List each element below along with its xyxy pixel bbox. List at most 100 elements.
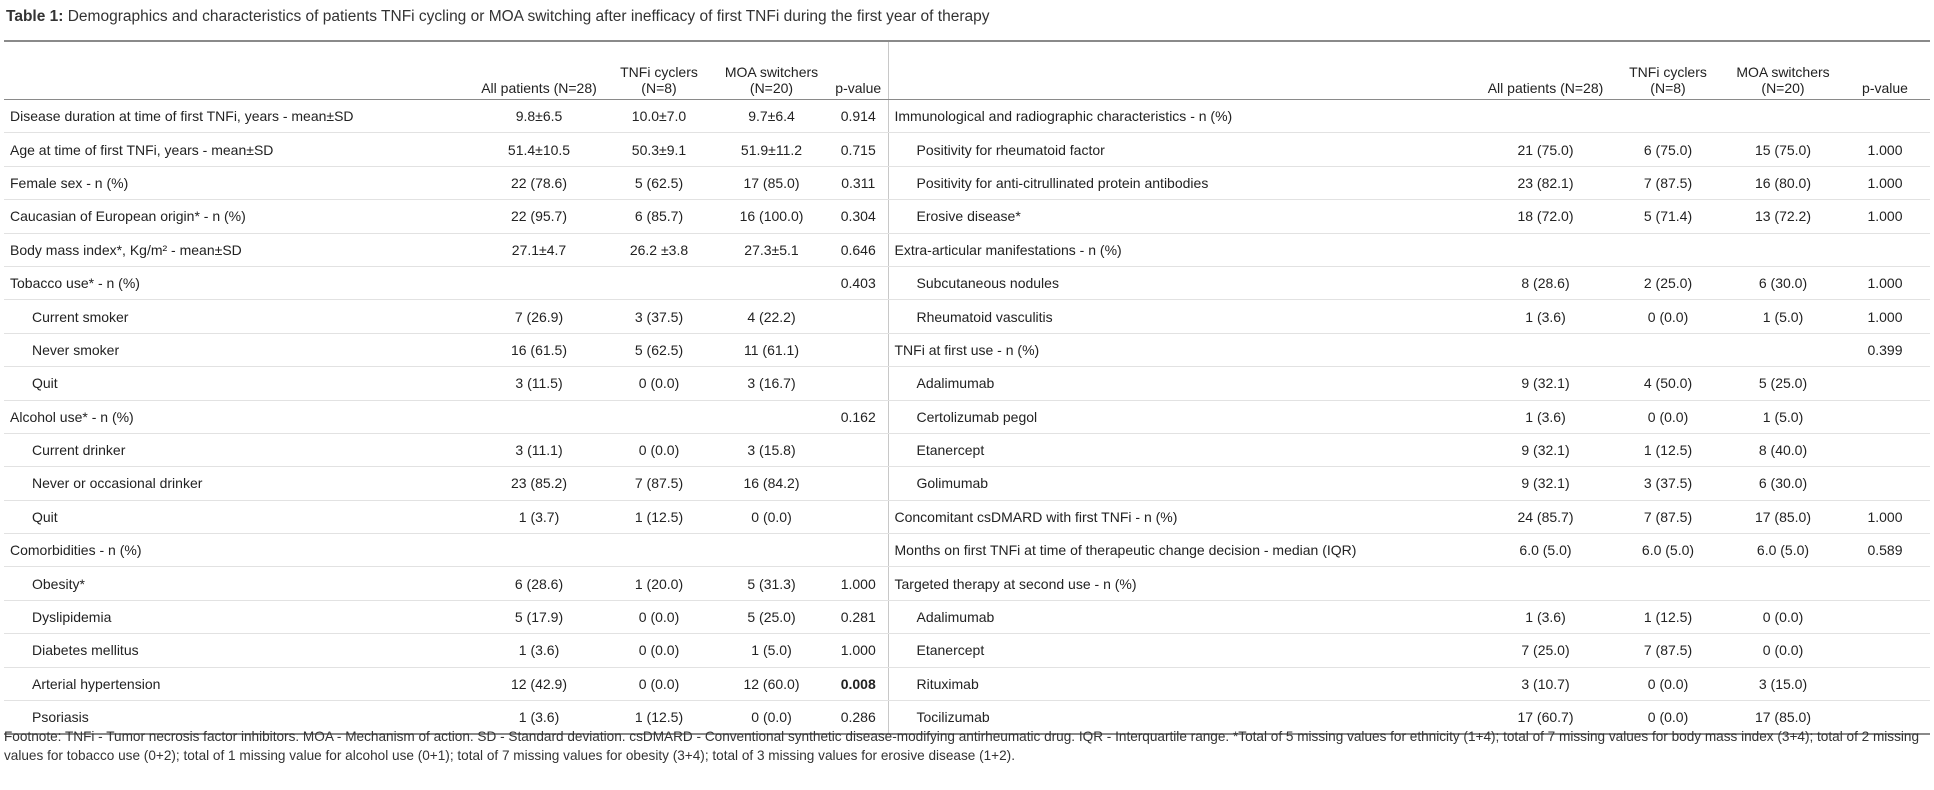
value-cell: 7 (87.5): [1610, 166, 1726, 201]
table-frame: All patients (N=28) TNFi cyclers (N=8) MOA…: [4, 40, 1930, 736]
row-label: Alcohol use* - n (%): [4, 400, 474, 434]
row-label: Etanercept: [888, 433, 1481, 468]
sub-row: Golimumab 9 (32.1) 3 (37.5) 6 (30.0): [888, 466, 1930, 501]
value-cell: 6 (30.0): [1725, 266, 1841, 301]
row-label: Positivity for rheumatoid factor: [888, 132, 1481, 167]
value-cell: 8 (40.0): [1725, 433, 1841, 468]
row: Body mass index*, Kg/m² - mean±SD 27.1±4.…: [4, 233, 888, 267]
value-cell: 6 (30.0): [1725, 466, 1841, 501]
value-cell: 5 (31.3): [714, 566, 829, 601]
value-cell: 1 (5.0): [1725, 299, 1841, 334]
row-label: Comorbidities - n (%): [4, 533, 474, 568]
row: Caucasian of European origin* - n (%) 22 …: [4, 199, 888, 234]
value-cell: 16 (100.0): [714, 199, 829, 234]
value-cell: 5 (25.0): [1725, 366, 1841, 401]
value-cell: 1 (3.6): [474, 633, 604, 668]
value-cell: 5 (71.4): [1610, 199, 1726, 234]
p-value: [1840, 99, 1930, 134]
value-cell: 0 (0.0): [604, 667, 714, 702]
value-cell: 2 (25.0): [1610, 266, 1726, 301]
value-cell: 4 (50.0): [1610, 366, 1726, 401]
header-row: All patients (N=28) TNFi cyclers (N=8) MOA…: [888, 42, 1930, 100]
value-cell: 27.1±4.7: [474, 233, 604, 267]
sub-row: Quit 1 (3.7) 1 (12.5) 0 (0.0): [4, 500, 888, 535]
p-value: 0.589: [1840, 533, 1930, 568]
value-cell: 7 (26.9): [474, 299, 604, 334]
p-value: [829, 466, 888, 501]
sub-row: Adalimumab 1 (3.6) 1 (12.5) 0 (0.0): [888, 600, 1930, 635]
value-cell: 0 (0.0): [604, 633, 714, 668]
value-cell: 3 (16.7): [714, 366, 829, 401]
value-cell: 16 (61.5): [474, 333, 604, 368]
value-cell: [1725, 233, 1841, 267]
value-cell: 23 (82.1): [1480, 166, 1611, 201]
value-cell: 6 (85.7): [604, 199, 714, 234]
row-label: Tocilizumab: [916, 709, 990, 726]
value-cell: 5 (25.0): [714, 600, 829, 635]
row-label: Positivity for anti-citrullinated protei…: [888, 166, 1481, 201]
row-label: Rituximab: [888, 667, 1481, 702]
value-cell: [714, 400, 829, 434]
value-cell: 1 (3.6): [1480, 299, 1611, 334]
p-value: 1.000: [1840, 166, 1930, 201]
sub-row: Quit 3 (11.5) 0 (0.0) 3 (16.7): [4, 366, 888, 401]
sub-row: Rituximab 3 (10.7) 0 (0.0) 3 (15.0): [888, 667, 1930, 702]
p-value: 1.000: [829, 566, 888, 601]
value-cell: [604, 533, 714, 568]
p-value: 0.311: [829, 166, 888, 201]
value-cell: 1 (20.0): [604, 566, 714, 601]
value-cell: [714, 266, 829, 301]
value-cell: 1 (3.6): [1480, 400, 1611, 434]
column-header: TNFi cyclers (N=8): [1610, 42, 1726, 100]
value-cell: 3 (37.5): [604, 299, 714, 334]
p-value: [1840, 566, 1930, 601]
sub-row: Etanercept 9 (32.1) 1 (12.5) 8 (40.0): [888, 433, 1930, 468]
value-cell: 0 (0.0): [1647, 709, 1689, 726]
value-cell: 1 (5.0): [1725, 400, 1841, 434]
value-cell: 3 (11.1): [474, 433, 604, 468]
row-label: Quit: [4, 500, 474, 535]
value-cell: 17 (85.0): [1725, 500, 1841, 535]
sub-row: Adalimumab 9 (32.1) 4 (50.0) 5 (25.0): [888, 366, 1930, 401]
row: Comorbidities - n (%): [4, 533, 888, 568]
sub-row: Arterial hypertension 12 (42.9) 0 (0.0) 12 …: [4, 667, 888, 702]
row-label: Age at time of first TNFi, years - mean±…: [4, 132, 474, 167]
value-cell: 24 (85.7): [1480, 500, 1611, 535]
header-row: All patients (N=28) TNFi cyclers (N=8) MOA…: [4, 42, 888, 100]
value-cell: 26.2 ±3.8: [604, 233, 714, 267]
row-label: Targeted therapy at second use - n (%): [888, 566, 1481, 601]
p-value: 0.914: [829, 99, 888, 134]
p-value: 0.403: [829, 266, 888, 301]
value-cell: 13 (72.2): [1725, 199, 1841, 234]
value-cell: 16 (80.0): [1725, 166, 1841, 201]
value-cell: 6.0 (5.0): [1610, 533, 1726, 568]
sub-row: Never smoker 16 (61.5) 5 (62.5) 11 (61.1): [4, 333, 888, 368]
sub-row: Certolizumab pegol 1 (3.6) 0 (0.0) 1 (5.0): [888, 400, 1930, 434]
value-cell: [474, 533, 604, 568]
row-label: Arterial hypertension: [4, 667, 474, 702]
value-cell: 50.3±9.1: [604, 132, 714, 167]
row-label: Erosive disease*: [888, 199, 1481, 234]
value-cell: 21 (75.0): [1480, 132, 1611, 167]
value-cell: 0 (0.0): [1725, 633, 1841, 668]
row-label: Months on first TNFi at time of therapeu…: [888, 533, 1481, 568]
value-cell: [1480, 233, 1611, 267]
p-value: 0.162: [829, 400, 888, 434]
column-header: MOA switchers (N=20): [714, 42, 829, 100]
value-cell: 9.8±6.5: [474, 99, 604, 134]
value-cell: [1480, 99, 1611, 134]
footnote: Footnote: TNFi - Tumor necrosis factor i…: [4, 729, 1920, 763]
sub-row: Tocilizumab 17 (60.7) 0 (0.0) 17 (85.0): [889, 701, 1930, 734]
sub-row: Current drinker 3 (11.1) 0 (0.0) 3 (15.8): [4, 433, 888, 468]
value-cell: 17 (85.0): [1754, 709, 1812, 726]
p-value: 1.000: [1840, 199, 1930, 234]
row: Disease duration at time of first TNFi, …: [4, 99, 888, 134]
p-value: [1840, 466, 1930, 501]
value-cell: 7 (87.5): [1610, 500, 1726, 535]
left-table: All patients (N=28) TNFi cyclers (N=8) MOA…: [4, 42, 889, 734]
value-cell: 6 (75.0): [1610, 132, 1726, 167]
p-value: 0.008: [829, 667, 888, 702]
value-cell: [1480, 566, 1611, 601]
value-cell: 27.3±5.1: [714, 233, 829, 267]
value-cell: [604, 266, 714, 301]
